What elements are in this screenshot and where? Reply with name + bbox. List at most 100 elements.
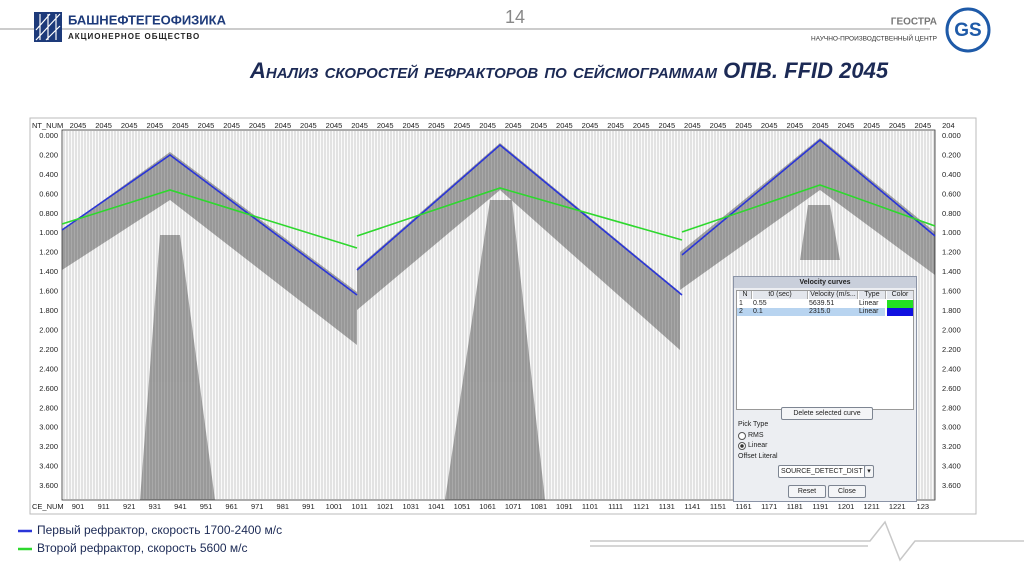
column-header: t0 (sec) xyxy=(753,291,808,299)
radio[interactable] xyxy=(738,432,746,440)
time-label: 2.400 xyxy=(39,364,58,373)
first-refractor-curve xyxy=(61,154,358,296)
time-label: 0.400 xyxy=(942,170,961,179)
close-button[interactable]: Close xyxy=(828,485,866,498)
top-label: 2045 xyxy=(735,121,752,130)
time-label: 1.600 xyxy=(39,287,58,296)
time-label: 1.200 xyxy=(39,248,58,257)
bottom-label: 1021 xyxy=(377,502,394,511)
time-label: 1.400 xyxy=(39,267,58,276)
reset-button[interactable]: Reset xyxy=(788,485,826,498)
time-label: 3.000 xyxy=(39,423,58,432)
time-label: 3.400 xyxy=(39,462,58,471)
right-logo-ring xyxy=(945,7,991,53)
bottom-label: 1121 xyxy=(633,502,649,511)
second-refractor-curve xyxy=(681,184,936,233)
time-label: 1.000 xyxy=(39,228,58,237)
time-label: 1.000 xyxy=(942,228,961,237)
top-label: 2045 xyxy=(556,121,573,130)
bottom-label: 1061 xyxy=(479,502,496,511)
table-cell: Linear xyxy=(859,308,879,315)
column-header: N xyxy=(739,291,752,299)
right-logo-mark: GS xyxy=(954,20,981,41)
bottom-label: 971 xyxy=(251,502,264,511)
top-label: 2045 xyxy=(326,121,343,130)
bottom-label: 123 xyxy=(917,502,930,511)
bottom-label: 901 xyxy=(72,502,85,511)
bottom-label: 1041 xyxy=(428,502,445,511)
top-label: 2045 xyxy=(812,121,829,130)
time-label: 2.000 xyxy=(39,325,58,334)
time-label: 3.600 xyxy=(39,481,58,490)
top-label: 2045 xyxy=(146,121,163,130)
first-refractor-curve xyxy=(356,143,683,296)
time-label: 2.600 xyxy=(942,384,961,393)
bottom-label: 1131 xyxy=(659,502,675,511)
table-cell: 0.55 xyxy=(753,300,767,307)
top-label: 2045 xyxy=(582,121,599,130)
right-logo-name: ГЕОСТРА xyxy=(891,17,937,28)
bottom-label: 1001 xyxy=(326,502,343,511)
time-label: 0.600 xyxy=(39,189,58,198)
top-label: 2045 xyxy=(172,121,189,130)
time-label: 1.800 xyxy=(39,306,58,315)
footer-wave xyxy=(590,520,1024,562)
time-label: 2.400 xyxy=(942,364,961,373)
bottom-label: 1221 xyxy=(889,502,906,511)
top-label: 2045 xyxy=(505,121,522,130)
top-label: 2045 xyxy=(684,121,701,130)
bottom-label: 941 xyxy=(174,502,187,511)
column-header: Velocity (m/s... xyxy=(809,291,858,299)
table-cell: 0.1 xyxy=(753,308,763,315)
top-label: 2045 xyxy=(377,121,394,130)
time-label: 3.600 xyxy=(942,481,961,490)
time-label: 3.000 xyxy=(942,423,961,432)
top-axis-name: NT_NUM xyxy=(32,121,63,130)
bottom-label: 911 xyxy=(98,502,110,511)
time-label: 0.200 xyxy=(39,150,58,159)
page-number: 14 xyxy=(505,7,525,27)
radio-label[interactable]: Linear xyxy=(748,442,768,449)
bottom-label: 931 xyxy=(149,502,162,511)
bottom-label: 1191 xyxy=(812,502,828,511)
right-logo-subtitle: НАУЧНО-ПРОИЗВОДСТВЕННЫЙ ЦЕНТР xyxy=(811,34,937,43)
column-header: Color xyxy=(887,291,914,299)
top-label: 2045 xyxy=(70,121,87,130)
left-logo-subtitle: АКЦИОНЕРНОЕ ОБЩЕСТВО xyxy=(68,32,200,41)
bottom-label: 1201 xyxy=(838,502,855,511)
radio-label[interactable]: RMS xyxy=(748,432,764,439)
bottom-label: 1091 xyxy=(556,502,573,511)
left-logo-name: БАШНЕФТЕГЕОФИЗИКА xyxy=(68,12,227,27)
time-label: 3.200 xyxy=(39,442,58,451)
color-swatch xyxy=(887,300,913,308)
bottom-label: 1111 xyxy=(608,502,623,511)
time-label: 0.800 xyxy=(942,209,961,218)
time-label: 3.200 xyxy=(942,442,961,451)
delete-button[interactable]: Delete selected curve xyxy=(781,407,873,420)
top-label: 204 xyxy=(942,121,955,130)
color-swatch xyxy=(887,308,913,316)
legend-text: Первый рефрактор, скорость 1700-2400 м/с xyxy=(37,523,282,537)
select-arrow[interactable]: ▾ xyxy=(864,465,874,478)
bottom-label: 1171 xyxy=(761,502,777,511)
second-refractor-curve xyxy=(61,189,358,249)
dialog-title: Velocity curves xyxy=(734,277,916,288)
offset-select[interactable]: SOURCE_DETECT_DIST xyxy=(778,465,866,478)
radio[interactable] xyxy=(738,442,746,450)
bottom-label: 1071 xyxy=(505,502,522,511)
top-label: 2045 xyxy=(838,121,855,130)
time-label: 1.200 xyxy=(942,248,961,257)
top-label: 2045 xyxy=(428,121,445,130)
top-label: 2045 xyxy=(914,121,931,130)
top-label: 2045 xyxy=(198,121,215,130)
time-label: 1.800 xyxy=(942,306,961,315)
bottom-label: 981 xyxy=(277,502,290,511)
top-label: 2045 xyxy=(658,121,675,130)
bottom-axis-name: CE_NUM xyxy=(32,502,64,511)
top-label: 2045 xyxy=(121,121,138,130)
top-label: 2045 xyxy=(710,121,727,130)
top-label: 2045 xyxy=(530,121,547,130)
